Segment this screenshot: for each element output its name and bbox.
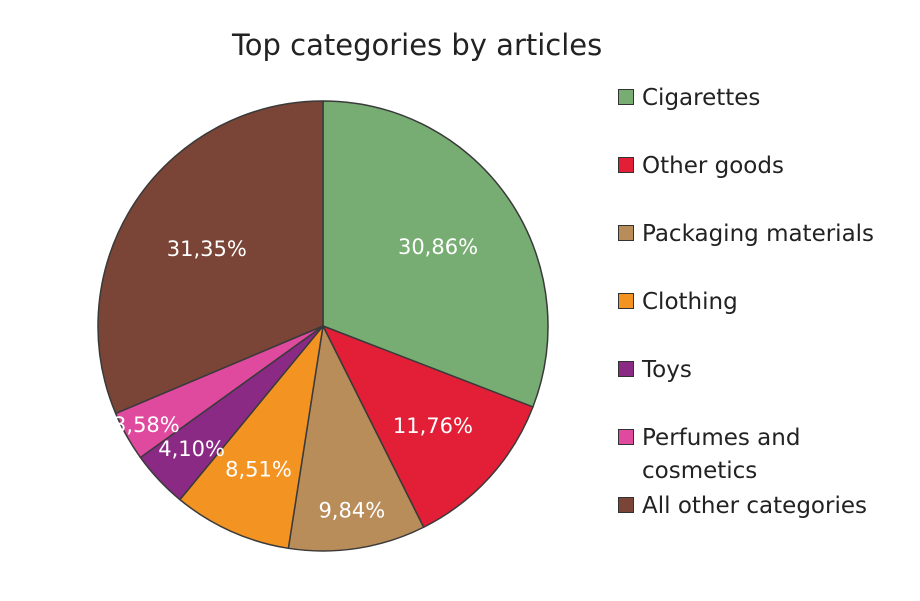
pie-slice-all-other-categories xyxy=(97,100,324,415)
legend-item: Toys xyxy=(618,354,692,387)
chart-title: Top categories by articles xyxy=(232,28,603,62)
legend-swatch xyxy=(618,89,634,105)
legend-swatch xyxy=(618,361,634,377)
slice-label: 11,76% xyxy=(393,414,473,438)
legend-swatch xyxy=(618,429,634,445)
slice-label: 3,58% xyxy=(113,413,180,437)
pie-slice-packaging-materials xyxy=(287,325,425,552)
slice-label: 30,86% xyxy=(398,235,478,259)
slice-label: 4,10% xyxy=(158,437,225,461)
legend-item: Cigarettes xyxy=(618,82,760,115)
legend-swatch xyxy=(618,225,634,241)
pie-slice-other-goods xyxy=(322,325,534,528)
legend-swatch xyxy=(618,293,634,309)
legend-item: All other categories xyxy=(618,490,867,523)
legend-item: Packaging materials xyxy=(618,218,874,251)
legend-swatch xyxy=(618,497,634,513)
legend-label: All other categories xyxy=(642,493,867,519)
legend-item: Perfumes and cosmetics xyxy=(618,422,822,488)
legend-label: Perfumes and cosmetics xyxy=(642,425,801,484)
legend-label: Clothing xyxy=(642,289,738,315)
slice-label: 9,84% xyxy=(318,499,385,523)
legend-label: Cigarettes xyxy=(642,85,761,111)
pie-slice-cigarettes xyxy=(322,100,549,408)
slice-label: 8,51% xyxy=(225,458,292,482)
pie-slice-clothing xyxy=(179,325,324,550)
legend-label: Other goods xyxy=(642,153,784,179)
legend-swatch xyxy=(618,157,634,173)
legend-label: Toys xyxy=(642,357,692,383)
legend-item: Clothing xyxy=(618,286,738,319)
slice-label: 31,35% xyxy=(167,237,247,261)
legend-label: Packaging materials xyxy=(642,221,875,247)
legend-item: Other goods xyxy=(618,150,784,183)
